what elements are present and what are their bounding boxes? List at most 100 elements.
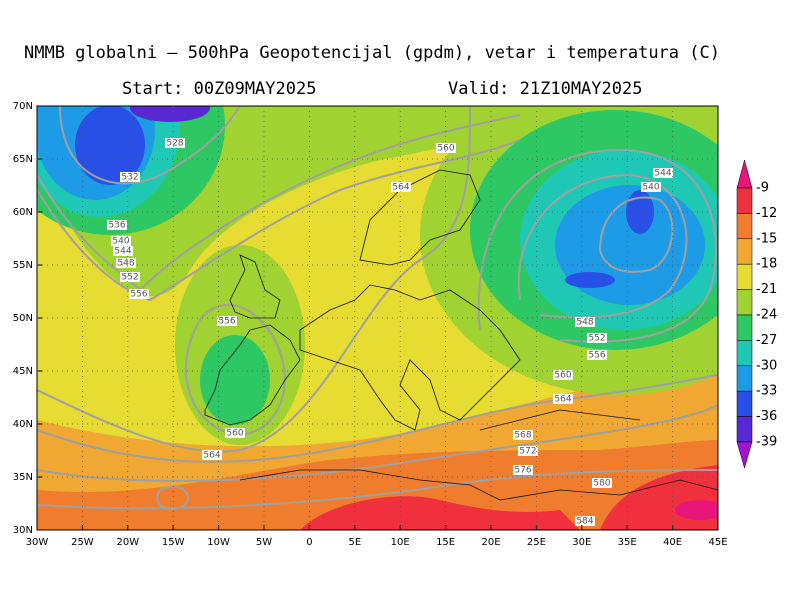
contour-label-bg	[513, 430, 533, 440]
lon-label: 5W	[256, 537, 272, 548]
contour-label: 540	[642, 183, 659, 193]
contour-label-bg	[165, 138, 185, 148]
contour-label: 560	[554, 371, 571, 381]
lon-label: 15W	[162, 537, 185, 548]
map-title: NMMB globalni – 500hPa Geopotencijal (gp…	[24, 43, 720, 63]
contour-label: 552	[121, 273, 138, 283]
colorbar-label: -12	[756, 206, 777, 221]
colorbar-arrow	[736, 441, 753, 469]
temperature-area	[130, 106, 210, 122]
colorbar-label: -18	[756, 257, 777, 272]
contour-label: 544	[654, 169, 671, 179]
contour-label-bg	[518, 446, 538, 456]
axes: 30N 35N 40N 45N 50N 55N 60N 65N 70N 30W 25W 20W 15W 1…	[13, 101, 728, 548]
contour-label-bg	[513, 465, 533, 475]
contour-label: 532	[121, 173, 138, 183]
temperature-area	[75, 106, 145, 185]
contour-label: 556	[588, 351, 605, 361]
lon-label: 25W	[71, 537, 94, 548]
lat-label: 55N	[13, 260, 33, 271]
contour-label-bg	[575, 516, 595, 526]
colorbar-segment	[736, 289, 753, 316]
contour-label: 540	[112, 237, 129, 247]
lon-label: 20E	[481, 537, 500, 548]
contour-label: 552	[588, 334, 605, 344]
colorbar-segment	[736, 314, 753, 341]
colorbar-label: -24	[756, 308, 777, 323]
contour-label-bg	[653, 168, 673, 178]
lat-label: 50N	[13, 313, 33, 324]
valid-time: Valid: 21Z10MAY2025	[448, 79, 642, 99]
colorbar-segment	[736, 365, 753, 392]
contour-label-bg	[641, 182, 661, 192]
lat-label: 35N	[13, 472, 33, 483]
contour-label: 548	[117, 259, 134, 269]
contour-label-bg	[107, 220, 127, 230]
contour-label: 556	[130, 290, 147, 300]
lat-label: 70N	[13, 101, 33, 112]
contour-label-bg	[113, 246, 133, 256]
contour-label-bg	[116, 258, 136, 268]
colorbar-segment	[736, 390, 753, 417]
contour-label-bg	[436, 143, 456, 153]
lon-label: 40E	[663, 537, 682, 548]
start-time: Start: 00Z09MAY2025	[122, 79, 316, 99]
contour-label-bg	[592, 478, 612, 488]
contour-label: 556	[218, 317, 235, 327]
colorbar: -9 -12 -15 -18 -21 -24 -27 -30 -33 -36 -39	[736, 159, 777, 469]
contour-label-bg	[111, 236, 131, 246]
contour-label: 564	[203, 451, 220, 461]
contour-label: 544	[114, 247, 131, 257]
lat-label: 40N	[13, 419, 33, 430]
colorbar-segment	[736, 416, 753, 443]
colorbar-label: -21	[756, 282, 777, 297]
lat-label: 60N	[13, 207, 33, 218]
contour-label-bg	[120, 172, 140, 182]
lat-label: 65N	[13, 154, 33, 165]
lon-label: 0	[306, 537, 312, 548]
colorbar-label: -33	[756, 384, 777, 399]
lat-label: 30N	[13, 525, 33, 536]
contour-label: 560	[437, 144, 454, 154]
contour-label: 536	[108, 221, 125, 231]
colorbar-arrow	[736, 159, 753, 189]
lat-label: 45N	[13, 366, 33, 377]
lon-label: 10E	[391, 537, 410, 548]
lon-label: 20W	[116, 537, 139, 548]
temperature-area	[675, 500, 718, 520]
colorbar-segment	[736, 187, 753, 214]
colorbar-label: -15	[756, 231, 777, 246]
contour-label: 568	[514, 431, 531, 441]
colorbar-label: -27	[756, 333, 777, 348]
colorbar-label: -9	[756, 181, 769, 196]
colorbar-label: -30	[756, 358, 777, 373]
lon-label: 25E	[527, 537, 546, 548]
contour-label-bg	[587, 333, 607, 343]
contour-labels: 5285325365405445485525565565605645605645…	[107, 138, 673, 527]
temperature-area	[300, 496, 580, 530]
contour-label-bg	[120, 272, 140, 282]
temperature-area	[565, 272, 615, 288]
contour-label-bg	[553, 370, 573, 380]
temperature-area	[626, 190, 654, 234]
contour-label-bg	[575, 317, 595, 327]
contour-label: 564	[392, 183, 409, 193]
contour-label: 572	[519, 447, 536, 457]
contour-label-bg	[391, 182, 411, 192]
lon-label: 10W	[207, 537, 230, 548]
contour-label: 548	[576, 318, 593, 328]
geopotential-contours	[37, 106, 718, 510]
contour-label: 580	[593, 479, 610, 489]
contour-label-bg	[587, 350, 607, 360]
lon-label: 35E	[618, 537, 637, 548]
colorbar-label: -39	[756, 435, 777, 450]
contour-label-bg	[225, 428, 245, 438]
contour-label-bg	[217, 316, 237, 326]
contour-label: 560	[226, 429, 243, 439]
lon-label: 45E	[708, 537, 727, 548]
contour-label: 576	[514, 466, 531, 476]
lon-label: 30W	[26, 537, 49, 548]
contour-label-bg	[202, 450, 222, 460]
colorbar-segment	[736, 340, 753, 367]
